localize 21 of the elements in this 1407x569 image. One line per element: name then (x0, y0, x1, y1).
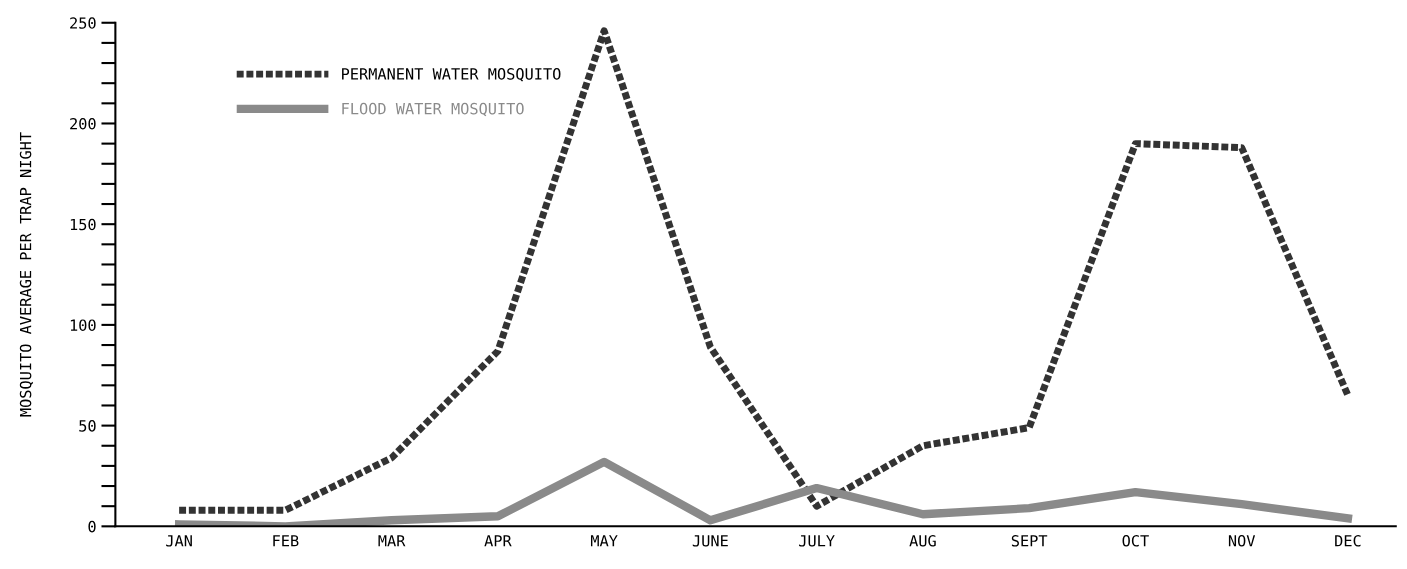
x-tick-label: APR (484, 535, 512, 547)
x-tick-label: OCT (1122, 535, 1149, 547)
x-tick-label: FEB (273, 535, 299, 547)
y-tick-label: 0 (88, 520, 96, 533)
y-tick-label: 50 (79, 420, 96, 432)
y-tick-label: 200 (70, 117, 96, 130)
y-tick-label: 100 (70, 319, 96, 331)
y-axis-title: MOSQUITO AVERAGE PER TRAP NIGHT (19, 132, 34, 417)
text: FLOOD WATER MOSQUITO (342, 102, 524, 117)
y-tick-label: 150 (70, 218, 96, 231)
series-label: PERMANENT WATER MOSQUITO (342, 68, 561, 82)
x-tick-label: MAR (378, 535, 406, 547)
x-tick-label: NOV (1228, 535, 1256, 547)
x-tick-label: SEPT (1011, 535, 1048, 547)
x-tick-label: DEC (1335, 535, 1361, 547)
x-tick-label: MAY (590, 535, 618, 547)
x-tick-label: JAN (166, 535, 192, 547)
x-tick-label: JUNE (692, 535, 728, 547)
x-tick-label: JULY (799, 535, 835, 547)
x-tick-label: AUG (909, 535, 936, 547)
y-tick-label: 250 (70, 17, 96, 29)
